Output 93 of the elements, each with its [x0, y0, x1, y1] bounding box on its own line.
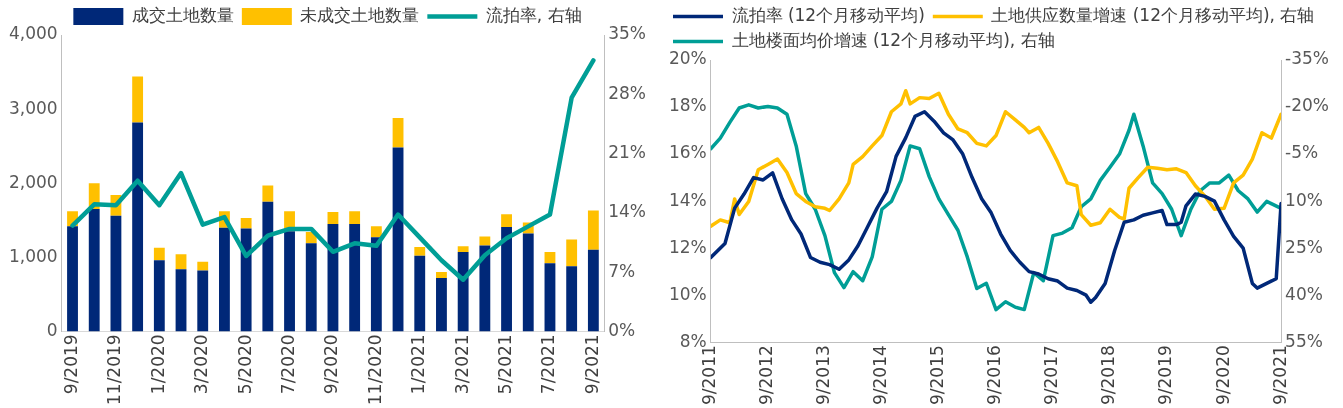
bar	[349, 223, 361, 332]
bar	[284, 231, 295, 332]
y2-tick-label: 35%	[608, 23, 647, 44]
bar	[436, 278, 447, 332]
y2-tick-label: 0%	[608, 319, 636, 340]
y-tick-label: 3,000	[9, 97, 58, 118]
bar	[370, 226, 382, 238]
y2-tick-label: 40%	[1285, 283, 1323, 304]
bar	[175, 269, 187, 332]
legend-label: 未成交土地数量	[300, 4, 420, 25]
bar	[88, 209, 100, 332]
x-tick-label: 9/2021	[581, 334, 602, 395]
bar	[153, 260, 165, 332]
y-tick-label: 12%	[668, 236, 707, 257]
bar	[544, 252, 556, 264]
y2-tick-label: 21%	[608, 141, 647, 162]
bar	[305, 243, 317, 332]
x-tick-label: 9/2019	[1155, 345, 1176, 406]
bar	[153, 247, 165, 261]
x-tick-label: 7/2020	[277, 334, 298, 395]
bar	[197, 261, 209, 271]
y2-tick-label: 7%	[608, 260, 636, 281]
x-tick-label: 9/2019	[60, 334, 81, 395]
bar	[175, 254, 187, 270]
bar	[262, 201, 274, 332]
bar	[392, 117, 404, 148]
x-tick-label: 9/2013	[813, 345, 834, 406]
y-tick-label: 0	[46, 319, 58, 340]
bar	[566, 239, 578, 267]
bar	[110, 215, 122, 332]
x-tick-label: 9/2012	[756, 345, 777, 406]
bar	[240, 218, 252, 229]
y2-tick-label: 10%	[1285, 189, 1323, 210]
y-tick-label: 10%	[668, 283, 707, 304]
legend-label: 成交土地数量	[131, 4, 234, 25]
y2-tick-label: -35%	[1285, 48, 1329, 69]
bar	[240, 228, 252, 332]
y-tick-label: 16%	[668, 142, 707, 163]
bar	[436, 272, 447, 279]
x-tick-label: 11/2019	[104, 334, 125, 405]
x-tick-label: 5/2021	[494, 334, 515, 395]
y-tick-label: 14%	[668, 189, 707, 210]
bar	[327, 212, 339, 224]
y2-tick-label: 28%	[608, 82, 647, 103]
x-tick-label: 9/2015	[927, 345, 948, 406]
bar	[414, 246, 426, 256]
bar	[457, 252, 469, 332]
legend-label: 流拍率, 右轴	[485, 4, 582, 25]
y2-tick-label: 25%	[1285, 236, 1323, 257]
y2-tick-label: -20%	[1285, 95, 1329, 116]
bar	[501, 226, 512, 332]
x-tick-label: 1/2021	[408, 334, 429, 395]
bar	[67, 226, 78, 332]
bar	[132, 76, 144, 123]
bar	[370, 237, 382, 332]
bar	[262, 185, 274, 202]
y-tick-label: 18%	[668, 95, 707, 116]
bar	[479, 245, 491, 332]
x-tick-label: 9/2020	[321, 334, 342, 395]
legend-label: 土地楼面均价增速 (12个月移动平均), 右轴	[731, 29, 1055, 50]
bar	[566, 266, 578, 332]
legend-label: 流拍率 (12个月移动平均)	[731, 4, 925, 25]
x-tick-label: 3/2020	[191, 334, 212, 395]
x-tick-label: 1/2020	[147, 334, 168, 395]
bar	[457, 246, 469, 253]
y-tick-label: 4,000	[9, 23, 58, 44]
y-tick-label: 1,000	[9, 245, 58, 266]
x-tick-label: 7/2021	[538, 334, 559, 395]
x-tick-label: 5/2020	[234, 334, 255, 395]
y-tick-label: 2,000	[9, 171, 58, 192]
x-tick-label: 3/2021	[451, 334, 472, 395]
x-tick-label: 9/2020	[1212, 345, 1233, 406]
bar	[132, 122, 144, 332]
bar	[479, 236, 491, 246]
bar	[219, 227, 230, 332]
bar	[349, 211, 361, 224]
x-tick-label: 9/2018	[1098, 345, 1119, 406]
bar	[197, 270, 209, 332]
bar	[587, 249, 599, 332]
bar	[544, 263, 556, 332]
x-tick-label: 9/2014	[870, 345, 891, 406]
x-tick-label: 11/2020	[364, 334, 385, 405]
x-tick-label: 9/2017	[1041, 345, 1062, 406]
bar	[501, 214, 512, 227]
x-tick-label: 9/2016	[984, 345, 1005, 406]
y2-tick-label: -5%	[1285, 142, 1319, 163]
y2-tick-label: 14%	[608, 201, 647, 222]
bar	[414, 255, 426, 332]
legend-label: 土地供应数量增速 (12个月移动平均), 右轴	[991, 4, 1315, 25]
y2-tick-label: 55%	[1285, 330, 1323, 351]
y-tick-label: 20%	[668, 48, 707, 69]
bar	[522, 233, 534, 332]
bar	[587, 210, 599, 250]
